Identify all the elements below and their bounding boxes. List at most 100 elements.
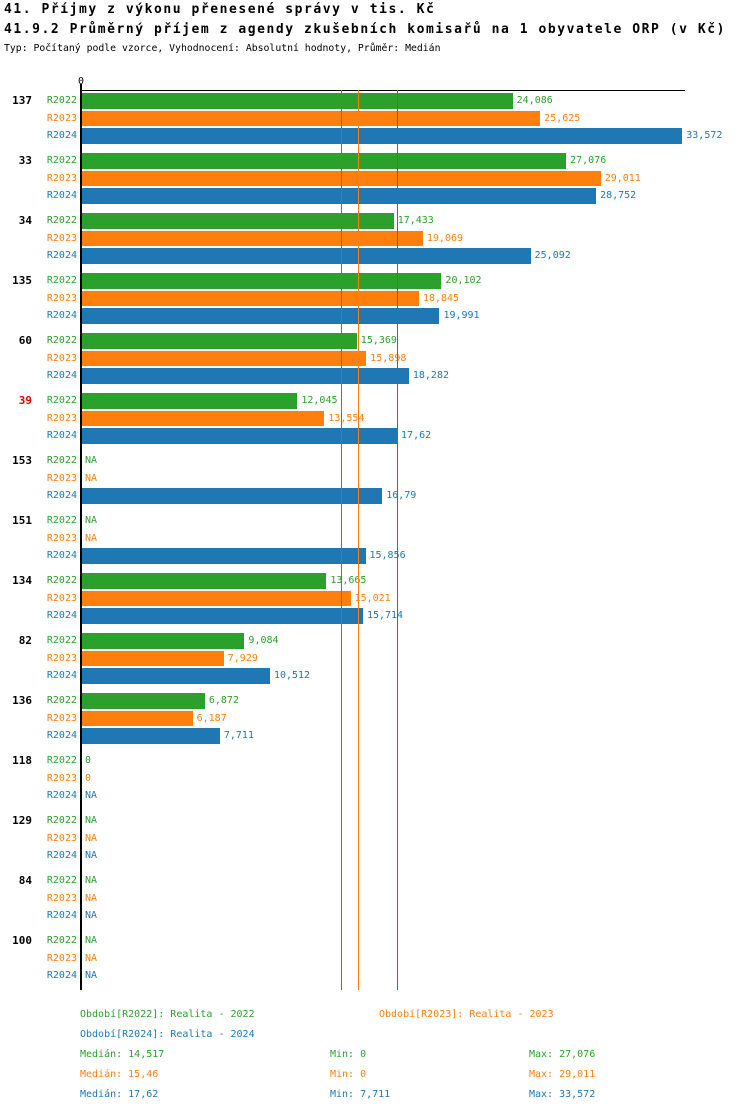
series-label-r2024: R2024 xyxy=(46,490,77,501)
value-label: 6,872 xyxy=(208,695,239,706)
series-label-r2023: R2023 xyxy=(46,472,77,484)
value-label: 24,086 xyxy=(516,95,553,106)
value-label: NA xyxy=(85,935,98,946)
bar-r2024 xyxy=(82,428,398,444)
value-label: 13,554 xyxy=(328,412,365,424)
value-label: 15,369 xyxy=(360,335,397,346)
legend-median-r2024: Medián: 17,62 xyxy=(80,1089,159,1100)
bar-r2023 xyxy=(82,590,351,606)
value-label: NA xyxy=(85,455,98,466)
value-label: NA xyxy=(85,790,98,801)
bar-r2022 xyxy=(82,153,567,169)
series-label-r2022: R2022 xyxy=(46,275,77,286)
series-label-r2024: R2024 xyxy=(46,370,77,381)
series-label-r2022: R2022 xyxy=(46,215,77,226)
legend-min-r2023: Min: 0 xyxy=(330,1069,367,1080)
bar-r2022 xyxy=(82,333,357,349)
value-label: 7,711 xyxy=(223,730,254,741)
value-label: 15,714 xyxy=(366,610,404,621)
series-label-r2023: R2023 xyxy=(46,652,77,664)
bar-r2024 xyxy=(82,548,366,564)
value-label: 33,572 xyxy=(686,130,723,141)
value-label: 12,045 xyxy=(301,395,338,406)
bar-r2023 xyxy=(82,650,224,666)
legend-max-r2022: Max: 27,076 xyxy=(529,1049,596,1060)
bar-r2022 xyxy=(82,93,513,109)
value-label: 13,665 xyxy=(330,575,367,586)
orp-label: 129 xyxy=(12,814,32,827)
series-label-r2024: R2024 xyxy=(46,970,77,981)
bar-r2024 xyxy=(82,488,383,504)
bar-r2022 xyxy=(82,693,205,709)
series-label-r2023: R2023 xyxy=(46,712,77,724)
value-label: NA xyxy=(85,952,98,964)
series-label-r2022: R2022 xyxy=(46,755,77,766)
orp-label: 33 xyxy=(18,154,32,167)
series-label-r2024: R2024 xyxy=(46,610,77,621)
series-label-r2022: R2022 xyxy=(46,395,77,406)
series-label-r2023: R2023 xyxy=(46,532,77,544)
legend-max-r2024: Max: 33,572 xyxy=(529,1089,596,1100)
page-title: 41. Příjmy z výkonu přenesené správy v t… xyxy=(4,2,436,17)
value-label: NA xyxy=(85,815,98,826)
bar-r2024 xyxy=(82,608,363,624)
orp-label: 82 xyxy=(18,634,32,647)
series-label-r2022: R2022 xyxy=(46,335,77,346)
orp-label: 137 xyxy=(12,94,32,107)
bar-r2024 xyxy=(82,248,531,264)
bar-r2024 xyxy=(82,728,220,744)
chart-meta: Typ: Počítaný podle vzorce, Vyhodnocení:… xyxy=(4,43,441,54)
orp-label: 153 xyxy=(12,454,32,467)
value-label: 10,512 xyxy=(273,670,311,681)
series-label-r2023: R2023 xyxy=(46,292,77,304)
value-label: 25,625 xyxy=(544,112,581,124)
series-label-r2022: R2022 xyxy=(46,155,77,166)
x-axis-zero-label: 0 xyxy=(77,76,85,87)
value-label: 0 xyxy=(85,755,92,766)
orp-label: 100 xyxy=(12,934,32,947)
orp-label: 151 xyxy=(12,514,32,527)
series-label-r2024: R2024 xyxy=(46,790,77,801)
bar-r2024 xyxy=(82,188,597,204)
bar-r2024 xyxy=(82,308,440,324)
series-label-r2024: R2024 xyxy=(46,730,77,741)
bar-r2024 xyxy=(82,368,409,384)
value-label: NA xyxy=(85,892,98,904)
x-axis-line xyxy=(80,90,685,91)
value-label: NA xyxy=(85,515,98,526)
bar-r2022 xyxy=(82,273,442,289)
value-label: NA xyxy=(85,472,98,484)
series-label-r2024: R2024 xyxy=(46,550,77,561)
series-label-r2023: R2023 xyxy=(46,832,77,844)
orp-label: 136 xyxy=(12,694,32,707)
value-label: 7,929 xyxy=(227,652,258,664)
value-label: 18,845 xyxy=(422,292,460,304)
y-axis-line xyxy=(80,84,82,990)
bar-r2023 xyxy=(82,290,419,306)
bar-r2023 xyxy=(82,410,325,426)
value-label: 28,752 xyxy=(600,190,637,201)
orp-label: 134 xyxy=(12,574,32,587)
chart-title: 41.9.2 Průměrný příjem z agendy zkušební… xyxy=(4,22,727,37)
value-label: 29,011 xyxy=(604,172,641,184)
series-label-r2024: R2024 xyxy=(46,310,77,321)
bar-r2022 xyxy=(82,393,298,409)
bar-r2022 xyxy=(82,573,327,589)
value-label: 9,084 xyxy=(248,635,279,646)
series-label-r2023: R2023 xyxy=(46,892,77,904)
series-label-r2022: R2022 xyxy=(46,935,77,946)
median-line-r2022 xyxy=(341,90,343,990)
value-label: 27,076 xyxy=(570,155,607,166)
series-label-r2024: R2024 xyxy=(46,670,77,681)
legend-period-r2023: Období[R2023]: Realita - 2023 xyxy=(379,1009,554,1020)
bar-r2024 xyxy=(82,128,683,144)
series-label-r2022: R2022 xyxy=(46,815,77,826)
series-label-r2022: R2022 xyxy=(46,455,77,466)
bar-plot: 0 137 R2022 24,086 R2023 25,625 R2024 33,572 33… xyxy=(12,76,723,990)
series-label-r2023: R2023 xyxy=(46,412,77,424)
bar-r2024 xyxy=(82,668,270,684)
bar-r2023 xyxy=(82,710,193,726)
series-label-r2023: R2023 xyxy=(46,232,77,244)
value-label: 15,856 xyxy=(369,550,406,561)
